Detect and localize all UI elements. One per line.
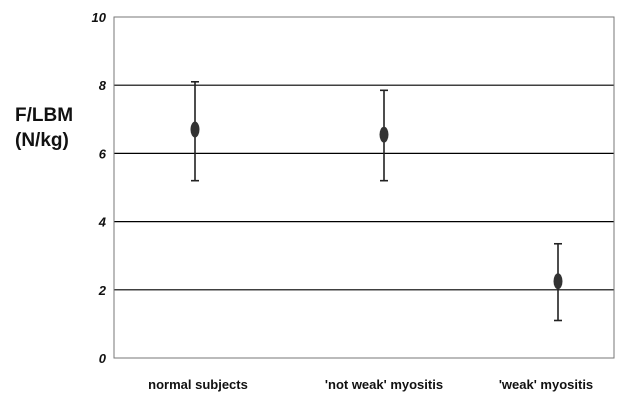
data-point-group-1 [191, 82, 200, 181]
y-axis-label-line-1: F/LBM [15, 105, 73, 126]
y-tick-label-2: 2 [98, 283, 107, 298]
grid-lines [114, 85, 614, 290]
y-axis-label-line-2: (N/kg) [15, 130, 69, 151]
y-tick-label-0: 0 [99, 351, 107, 366]
data-points [191, 82, 563, 321]
x-category-label-2: 'not weak' myositis [325, 377, 443, 392]
y-tick-label-6: 6 [99, 146, 107, 161]
data-marker-3 [554, 273, 563, 289]
data-point-group-3 [554, 244, 563, 321]
x-category-label-3: 'weak' myositis [499, 377, 593, 392]
x-category-labels: normal subjects 'not weak' myositis 'weak'… [148, 377, 593, 392]
data-marker-1 [191, 122, 200, 138]
data-point-group-2 [380, 90, 389, 180]
y-tick-labels: 0 2 4 6 8 10 [92, 10, 107, 366]
y-tick-label-8: 8 [99, 78, 107, 93]
y-tick-label-4: 4 [98, 215, 107, 230]
data-marker-2 [380, 127, 389, 143]
x-category-label-1: normal subjects [148, 377, 248, 392]
plot-frame [114, 17, 614, 358]
y-tick-label-10: 10 [92, 10, 107, 25]
